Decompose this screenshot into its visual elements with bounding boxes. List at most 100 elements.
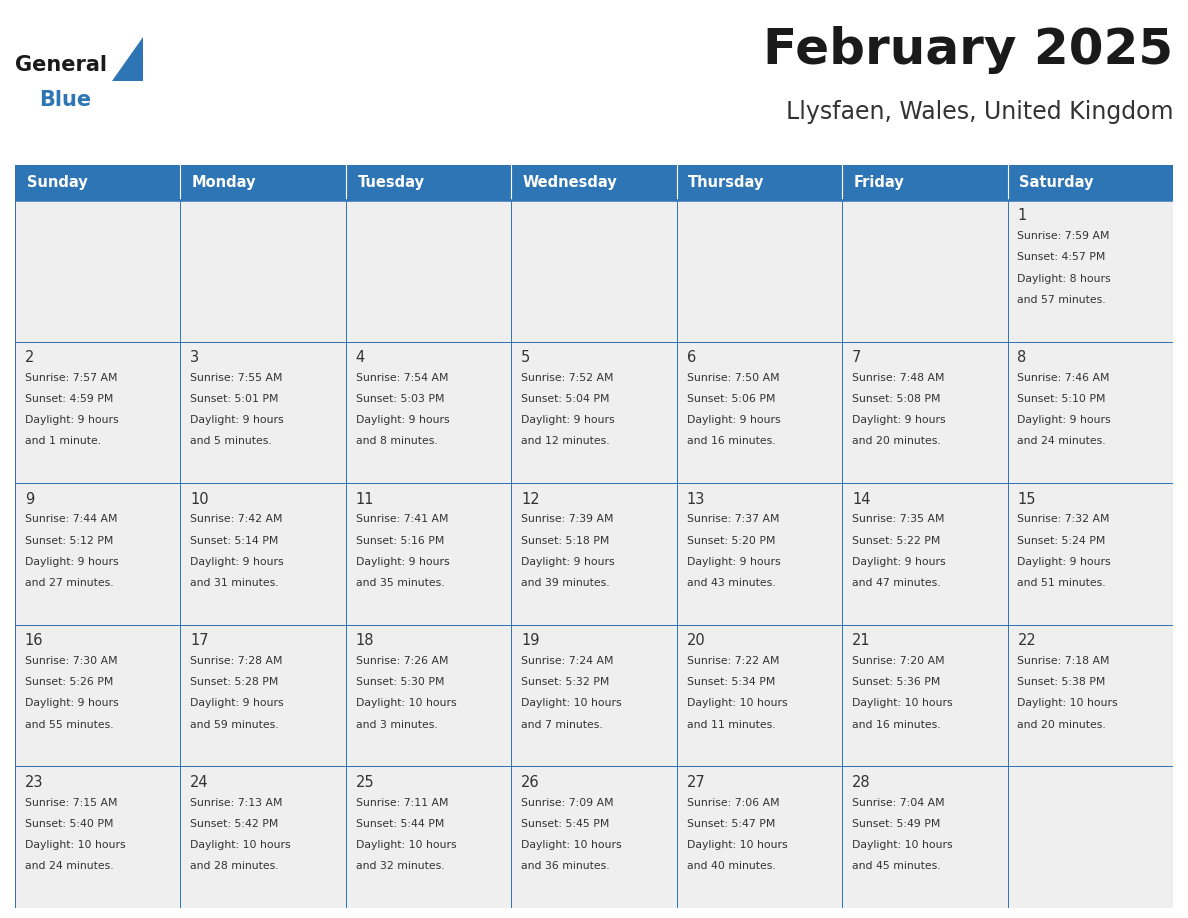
Bar: [346, 341, 511, 483]
Text: and 16 minutes.: and 16 minutes.: [852, 720, 941, 730]
Text: and 28 minutes.: and 28 minutes.: [190, 861, 279, 871]
Text: and 1 minute.: and 1 minute.: [25, 436, 101, 446]
Text: Sunset: 5:24 PM: Sunset: 5:24 PM: [1017, 535, 1106, 545]
Bar: [511, 200, 677, 341]
Text: Daylight: 9 hours: Daylight: 9 hours: [522, 415, 615, 425]
Text: 8: 8: [1017, 350, 1026, 365]
Bar: [842, 767, 1007, 908]
Text: Daylight: 9 hours: Daylight: 9 hours: [687, 557, 781, 566]
Bar: [15, 625, 181, 767]
Bar: [842, 341, 1007, 483]
Text: Sunset: 5:28 PM: Sunset: 5:28 PM: [190, 677, 279, 688]
Text: Sunset: 5:32 PM: Sunset: 5:32 PM: [522, 677, 609, 688]
Text: Sunset: 4:57 PM: Sunset: 4:57 PM: [1017, 252, 1106, 263]
Text: and 24 minutes.: and 24 minutes.: [1017, 436, 1106, 446]
Text: Sunset: 5:45 PM: Sunset: 5:45 PM: [522, 819, 609, 829]
Text: and 27 minutes.: and 27 minutes.: [25, 578, 114, 588]
Text: 20: 20: [687, 633, 706, 648]
Text: 27: 27: [687, 775, 706, 789]
Text: Daylight: 10 hours: Daylight: 10 hours: [355, 699, 456, 709]
Text: 14: 14: [852, 492, 871, 507]
Text: Daylight: 9 hours: Daylight: 9 hours: [355, 557, 449, 566]
Bar: [181, 625, 346, 767]
Text: Daylight: 9 hours: Daylight: 9 hours: [355, 415, 449, 425]
Text: Sunset: 5:47 PM: Sunset: 5:47 PM: [687, 819, 775, 829]
Bar: [346, 200, 511, 341]
Bar: [511, 483, 677, 625]
Bar: [677, 165, 842, 200]
Bar: [511, 767, 677, 908]
Text: 6: 6: [687, 350, 696, 365]
Text: Tuesday: Tuesday: [358, 175, 424, 190]
Bar: [511, 341, 677, 483]
Text: Daylight: 9 hours: Daylight: 9 hours: [190, 557, 284, 566]
Text: February 2025: February 2025: [763, 26, 1173, 73]
Text: and 16 minutes.: and 16 minutes.: [687, 436, 776, 446]
Text: Sunset: 5:18 PM: Sunset: 5:18 PM: [522, 535, 609, 545]
Text: 9: 9: [25, 492, 34, 507]
Text: and 40 minutes.: and 40 minutes.: [687, 861, 776, 871]
Bar: [346, 165, 511, 200]
Text: and 31 minutes.: and 31 minutes.: [190, 578, 279, 588]
Text: 3: 3: [190, 350, 200, 365]
Text: Sunrise: 7:04 AM: Sunrise: 7:04 AM: [852, 798, 944, 808]
Bar: [15, 341, 181, 483]
Text: and 8 minutes.: and 8 minutes.: [355, 436, 437, 446]
Text: Sunset: 5:20 PM: Sunset: 5:20 PM: [687, 535, 775, 545]
Bar: [842, 165, 1007, 200]
Text: and 12 minutes.: and 12 minutes.: [522, 436, 609, 446]
Bar: [677, 483, 842, 625]
Text: Sunrise: 7:39 AM: Sunrise: 7:39 AM: [522, 514, 614, 524]
Text: Saturday: Saturday: [1019, 175, 1094, 190]
Text: 24: 24: [190, 775, 209, 789]
Bar: [1007, 767, 1173, 908]
Bar: [1007, 625, 1173, 767]
Text: 25: 25: [355, 775, 374, 789]
Text: Sunrise: 7:35 AM: Sunrise: 7:35 AM: [852, 514, 944, 524]
Text: and 20 minutes.: and 20 minutes.: [852, 436, 941, 446]
Text: and 55 minutes.: and 55 minutes.: [25, 720, 114, 730]
Text: 13: 13: [687, 492, 704, 507]
Text: 18: 18: [355, 633, 374, 648]
Text: Sunrise: 7:46 AM: Sunrise: 7:46 AM: [1017, 373, 1110, 383]
Text: Daylight: 9 hours: Daylight: 9 hours: [687, 415, 781, 425]
Text: 28: 28: [852, 775, 871, 789]
Text: 15: 15: [1017, 492, 1036, 507]
Bar: [15, 483, 181, 625]
Text: 11: 11: [355, 492, 374, 507]
Bar: [1007, 341, 1173, 483]
Text: and 57 minutes.: and 57 minutes.: [1017, 295, 1106, 305]
Text: General: General: [15, 55, 107, 75]
Text: Sunrise: 7:09 AM: Sunrise: 7:09 AM: [522, 798, 614, 808]
Bar: [1007, 165, 1173, 200]
Text: 21: 21: [852, 633, 871, 648]
Text: Friday: Friday: [854, 175, 904, 190]
Text: Sunrise: 7:26 AM: Sunrise: 7:26 AM: [355, 656, 448, 666]
Text: and 59 minutes.: and 59 minutes.: [190, 720, 279, 730]
Bar: [15, 767, 181, 908]
Bar: [181, 165, 346, 200]
Text: Sunrise: 7:41 AM: Sunrise: 7:41 AM: [355, 514, 448, 524]
Text: Sunset: 5:34 PM: Sunset: 5:34 PM: [687, 677, 775, 688]
Text: 5: 5: [522, 350, 531, 365]
Text: Daylight: 9 hours: Daylight: 9 hours: [190, 415, 284, 425]
Bar: [842, 483, 1007, 625]
Text: Sunrise: 7:59 AM: Sunrise: 7:59 AM: [1017, 231, 1110, 241]
Bar: [511, 625, 677, 767]
Bar: [15, 200, 181, 341]
Text: and 3 minutes.: and 3 minutes.: [355, 720, 437, 730]
Text: Sunday: Sunday: [26, 175, 88, 190]
Text: 7: 7: [852, 350, 861, 365]
Text: and 45 minutes.: and 45 minutes.: [852, 861, 941, 871]
Text: 17: 17: [190, 633, 209, 648]
Text: Daylight: 10 hours: Daylight: 10 hours: [852, 699, 953, 709]
Text: Sunrise: 7:55 AM: Sunrise: 7:55 AM: [190, 373, 283, 383]
Text: Thursday: Thursday: [688, 175, 765, 190]
Text: Sunset: 5:49 PM: Sunset: 5:49 PM: [852, 819, 941, 829]
Text: Sunrise: 7:57 AM: Sunrise: 7:57 AM: [25, 373, 118, 383]
Text: Sunrise: 7:22 AM: Sunrise: 7:22 AM: [687, 656, 779, 666]
Bar: [677, 625, 842, 767]
Text: Sunrise: 7:42 AM: Sunrise: 7:42 AM: [190, 514, 283, 524]
Text: and 39 minutes.: and 39 minutes.: [522, 578, 609, 588]
Text: Blue: Blue: [39, 90, 91, 110]
